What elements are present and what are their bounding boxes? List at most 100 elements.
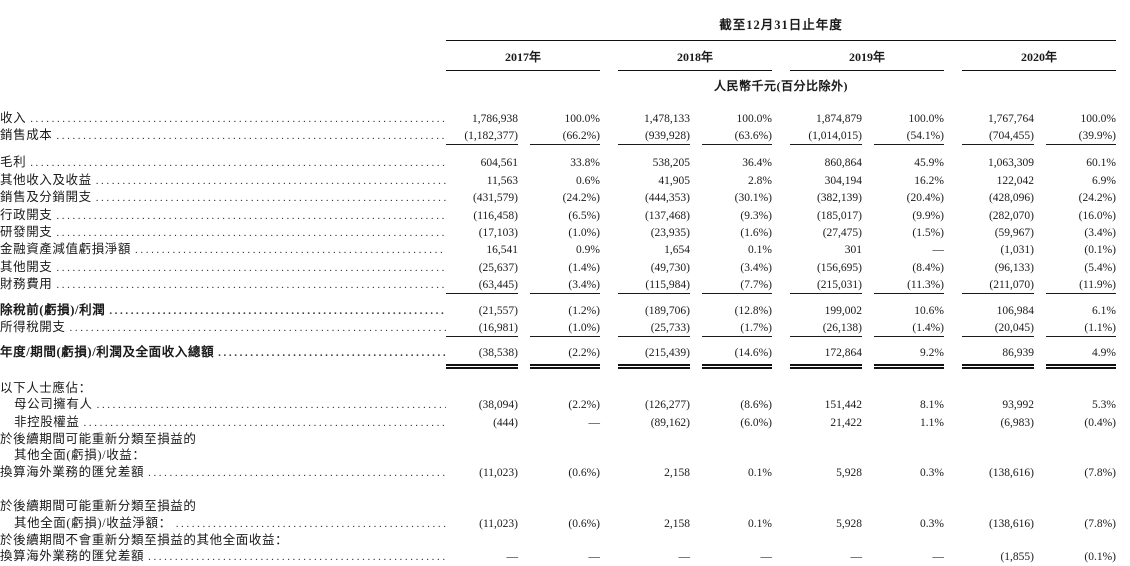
column-gap — [518, 207, 530, 224]
cell-2020-percent: (3.4%) — [1084, 226, 1116, 239]
column-gap — [600, 207, 618, 224]
column-gap — [1116, 302, 1130, 319]
column-gap — [600, 172, 618, 189]
column-gap — [862, 110, 874, 127]
column-gap — [1034, 172, 1046, 189]
cell-2018-percent: (1.6%) — [740, 226, 772, 239]
row-label-cell: 研發開支 — [0, 224, 446, 241]
table-row: 其他開支 (25,637) (1.4%) (49,730) (3.4%) (156,695… — [0, 259, 1130, 276]
column-gap — [518, 172, 530, 189]
row-label: 以下人士應佔： — [0, 380, 92, 395]
cell-2020-percent: (11.9%) — [1046, 276, 1116, 295]
cell-2019-percent: 16.2% — [914, 174, 944, 187]
column-gap — [690, 396, 702, 413]
unit-note: 人民幣千元(百分比除外) — [714, 79, 848, 93]
cell-2019-amount: 151,442 — [824, 399, 862, 412]
year-header-2019: 2019年 — [790, 40, 944, 71]
column-gap — [944, 464, 962, 481]
cell-2018-percent: 0.1% — [748, 244, 772, 257]
cell-2017-amount: (21,557) — [478, 305, 518, 318]
table-row: 財務費用 (63,445) (3.4%) (115,984) (7.7%) (215,03… — [0, 276, 1130, 295]
cell-2019-percent: (54.1%) — [874, 127, 944, 146]
column-gap — [690, 172, 702, 189]
column-gap — [862, 127, 874, 144]
row-label-cell: 行政開支 — [0, 207, 446, 224]
column-gap — [1116, 241, 1130, 258]
column-gap — [944, 362, 962, 372]
cell-2018-percent: 36.4% — [742, 157, 772, 170]
row-label-cell: 於後續期間不會重新分類至損益的其他全面收益： — [0, 532, 1130, 548]
column-gap — [1034, 154, 1046, 171]
row-label: 除稅前(虧損)/利潤 — [0, 303, 106, 318]
cell-2019-amount: 304,194 — [824, 174, 862, 187]
cell-2019-amount: 172,864 — [824, 347, 862, 360]
row-label-cell: 非控股權益 — [0, 414, 446, 431]
cell-2017-percent: (66.2%) — [530, 127, 600, 146]
column-gap — [1116, 464, 1130, 481]
dot-leader — [172, 516, 446, 532]
column-gap — [772, 259, 790, 276]
column-gap — [1034, 464, 1046, 481]
cell-2017-percent: (24.2%) — [562, 192, 600, 205]
column-gap — [772, 224, 790, 241]
column-gap — [1034, 224, 1046, 241]
row-label: 其他全面(虧損)/收益淨額： — [14, 515, 172, 530]
column-gap — [1034, 414, 1046, 431]
column-gap — [600, 259, 618, 276]
column-gap — [862, 515, 874, 532]
row-label-cell: 所得稅開支 — [0, 319, 446, 336]
row-label: 換算海外業務的匯兌差額 — [0, 549, 145, 564]
column-gap — [772, 241, 790, 258]
table-row: 其他收入及收益 11,563 0.6% 41,905 2.8% 304,194 16.2% 1… — [0, 172, 1130, 189]
cell-2018-percent: (7.7%) — [702, 276, 772, 295]
cell-2020-percent: 6.1% — [1092, 305, 1116, 318]
column-gap — [518, 414, 530, 431]
column-gap — [862, 319, 874, 336]
cell-2020-percent: (7.8%) — [1084, 466, 1116, 479]
dot-leader — [52, 208, 446, 224]
column-gap — [1034, 302, 1046, 319]
double-rule-cell — [790, 362, 862, 372]
cell-2018-amount: (23,935) — [650, 226, 690, 239]
column-gap — [862, 302, 874, 319]
column-gap — [1034, 319, 1046, 336]
double-rule-cell — [1046, 362, 1116, 372]
column-gap — [690, 241, 702, 258]
unit-note-row: 人民幣千元(百分比除外) — [0, 71, 1130, 111]
column-gap — [690, 259, 702, 276]
cell-2017-amount: (431,579) — [472, 192, 518, 205]
table-row: 其他全面(虧損)/收益： — [0, 447, 1130, 463]
column-gap — [690, 414, 702, 431]
row-label: 銷售及分銷開支 — [0, 190, 92, 205]
row-label: 其他開支 — [0, 259, 53, 274]
cell-2020-percent: (1.1%) — [1046, 319, 1116, 338]
cell-2020-percent: 100.0% — [1080, 113, 1116, 125]
double-rule — [446, 363, 518, 370]
column-gap — [690, 515, 702, 532]
cell-2019-amount: 1,874,879 — [816, 113, 862, 125]
cell-2018-percent: (1.7%) — [702, 319, 772, 338]
row-label-cell: 以下人士應佔： — [0, 380, 1130, 396]
column-gap — [1034, 241, 1046, 258]
table-row: 銷售成本 (1,182,377) (66.2%) (939,928) (63.6%) (1… — [0, 127, 1130, 146]
cell-2019-percent: 100.0% — [908, 113, 944, 125]
cell-2018-amount: 1,654 — [664, 244, 690, 257]
column-gap — [1034, 396, 1046, 413]
column-gap — [518, 276, 530, 293]
column-gap — [690, 302, 702, 319]
column-gap — [862, 154, 874, 171]
cell-2017-percent: 0.9% — [576, 244, 600, 257]
column-gap — [518, 154, 530, 171]
cell-2018-amount: 2,158 — [664, 466, 690, 479]
column-gap — [1116, 396, 1130, 413]
cell-2017-percent: 0.6% — [576, 174, 600, 187]
column-gap — [772, 154, 790, 171]
column-gap — [944, 302, 962, 319]
cell-2020-percent: (0.4%) — [1084, 416, 1116, 429]
column-gap — [862, 548, 874, 565]
cell-2019-amount: 199,002 — [824, 305, 862, 318]
cell-2020-amount: (6,983) — [1000, 416, 1034, 429]
cell-2020-amount: (1,855) — [1000, 551, 1034, 564]
table-body: 收入 1,786,938 100.0% 1,478,133 100.0% 1,874,87… — [0, 110, 1130, 566]
column-gap — [944, 515, 962, 532]
